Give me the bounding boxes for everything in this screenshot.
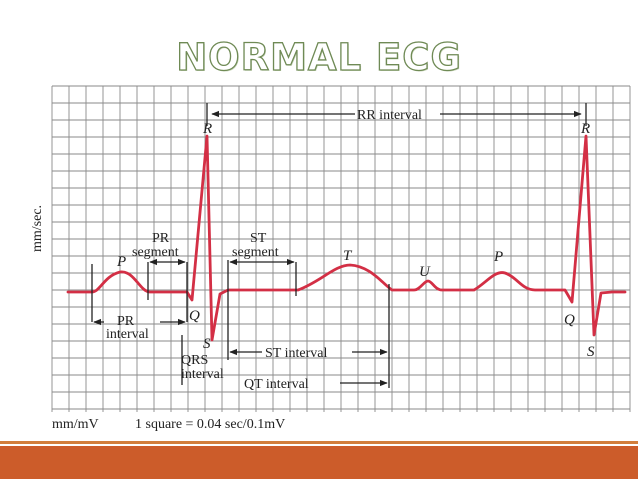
wave-label-t: T [343, 248, 353, 264]
pr-interval-label: interval [106, 327, 149, 342]
st-segment-label: ST [250, 231, 267, 246]
wave-label-s: S [203, 336, 211, 352]
rr-interval-label: RR interval [357, 108, 422, 123]
y-axis-label: mm/sec. [30, 205, 45, 252]
wave-label-r: R [202, 121, 212, 137]
wave-label-q: Q [189, 308, 200, 324]
st-interval-label: ST interval [265, 346, 327, 361]
wave-label-p: P [493, 249, 503, 265]
pr-segment-label: segment [132, 245, 179, 260]
pr-segment-label: PR [152, 231, 170, 246]
wave-label-u: U [419, 264, 431, 280]
qrs-interval-label: interval [181, 367, 224, 382]
wave-label-q: Q [564, 312, 575, 328]
x-axis-label: mm/mV [52, 417, 99, 432]
scale-note: 1 square = 0.04 sec/0.1mV [135, 417, 285, 432]
pr-interval-label: PR [117, 314, 135, 329]
st-segment-label: segment [232, 245, 279, 260]
qrs-interval-label: QRS [181, 353, 208, 368]
footer-accent-line [0, 441, 638, 444]
slide-title: NORMAL ECG [176, 35, 462, 79]
wave-label-p: P [116, 254, 126, 270]
footer-band [0, 446, 638, 479]
wave-label-r: R [580, 121, 590, 137]
ecg-grid [51, 85, 631, 412]
ecg-trace [66, 134, 627, 342]
wave-label-s: S [587, 344, 595, 360]
qt-interval-label: QT interval [244, 377, 309, 392]
